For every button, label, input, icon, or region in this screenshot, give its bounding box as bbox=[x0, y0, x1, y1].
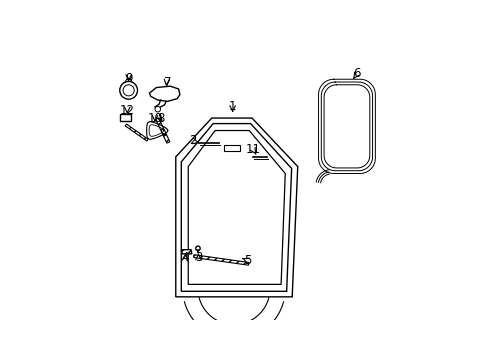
Text: 4: 4 bbox=[182, 251, 189, 264]
Text: 11: 11 bbox=[245, 143, 261, 156]
Text: 6: 6 bbox=[353, 67, 360, 80]
Text: 12: 12 bbox=[120, 104, 135, 117]
Polygon shape bbox=[181, 250, 191, 254]
Text: 10: 10 bbox=[147, 112, 162, 125]
Text: 2: 2 bbox=[188, 134, 196, 147]
Text: 1: 1 bbox=[228, 100, 236, 113]
Text: 9: 9 bbox=[124, 72, 132, 85]
Text: 7: 7 bbox=[163, 76, 171, 89]
Text: 8: 8 bbox=[157, 112, 164, 125]
Polygon shape bbox=[155, 118, 169, 143]
Polygon shape bbox=[193, 255, 248, 265]
Text: 5: 5 bbox=[244, 254, 251, 267]
Text: 3: 3 bbox=[194, 251, 202, 264]
Polygon shape bbox=[125, 124, 148, 141]
